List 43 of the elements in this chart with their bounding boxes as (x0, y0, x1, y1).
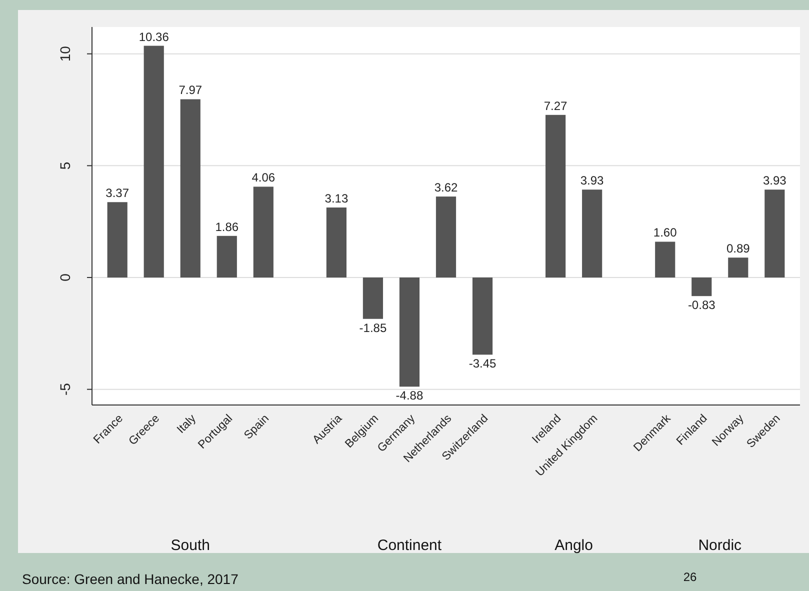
text: 26 (683, 570, 697, 584)
bar (655, 242, 676, 278)
bar (253, 186, 274, 278)
y-tick-label: 10 (57, 46, 73, 62)
data-label: 3.37 (106, 186, 130, 200)
bar (362, 278, 384, 319)
data-label: 10.36 (138, 30, 170, 44)
bar (728, 258, 748, 278)
text: Anglo (554, 537, 593, 554)
data-label: 3.93 (580, 174, 604, 188)
data-label: 1.60 (653, 226, 678, 240)
bar (399, 278, 420, 387)
source-note: Source: Green and Hanecke, 2017 (22, 571, 239, 587)
bar (546, 114, 566, 278)
data-label: -4.88 (396, 388, 424, 403)
bar (764, 190, 785, 278)
bar (472, 278, 493, 355)
bar (582, 190, 602, 278)
data-label: 3.93 (762, 174, 787, 188)
data-label: -1.85 (359, 320, 387, 335)
y-tick-label: -5 (57, 382, 73, 396)
text: Nordic (698, 537, 742, 554)
bar (107, 202, 128, 278)
data-label: 7.27 (544, 98, 568, 113)
data-label: 0.89 (726, 242, 750, 256)
bar (436, 196, 456, 278)
x-tick-label: Italy (175, 412, 199, 436)
bar (144, 46, 164, 278)
text: South (170, 537, 210, 554)
text: Continent (377, 537, 442, 554)
bar (216, 236, 237, 278)
data-label: -3.45 (468, 356, 497, 371)
data-label: 4.06 (252, 170, 276, 185)
data-label: -0.83 (688, 298, 716, 312)
y-tick-label: 5 (57, 162, 73, 170)
data-label: 1.86 (215, 220, 239, 234)
bar (180, 99, 200, 278)
data-label: 3.13 (324, 192, 348, 206)
bar (692, 278, 712, 296)
data-label: 7.97 (178, 83, 202, 98)
bar (326, 208, 346, 278)
y-tick-label: 0 (57, 273, 73, 282)
data-label: 3.62 (434, 180, 458, 195)
